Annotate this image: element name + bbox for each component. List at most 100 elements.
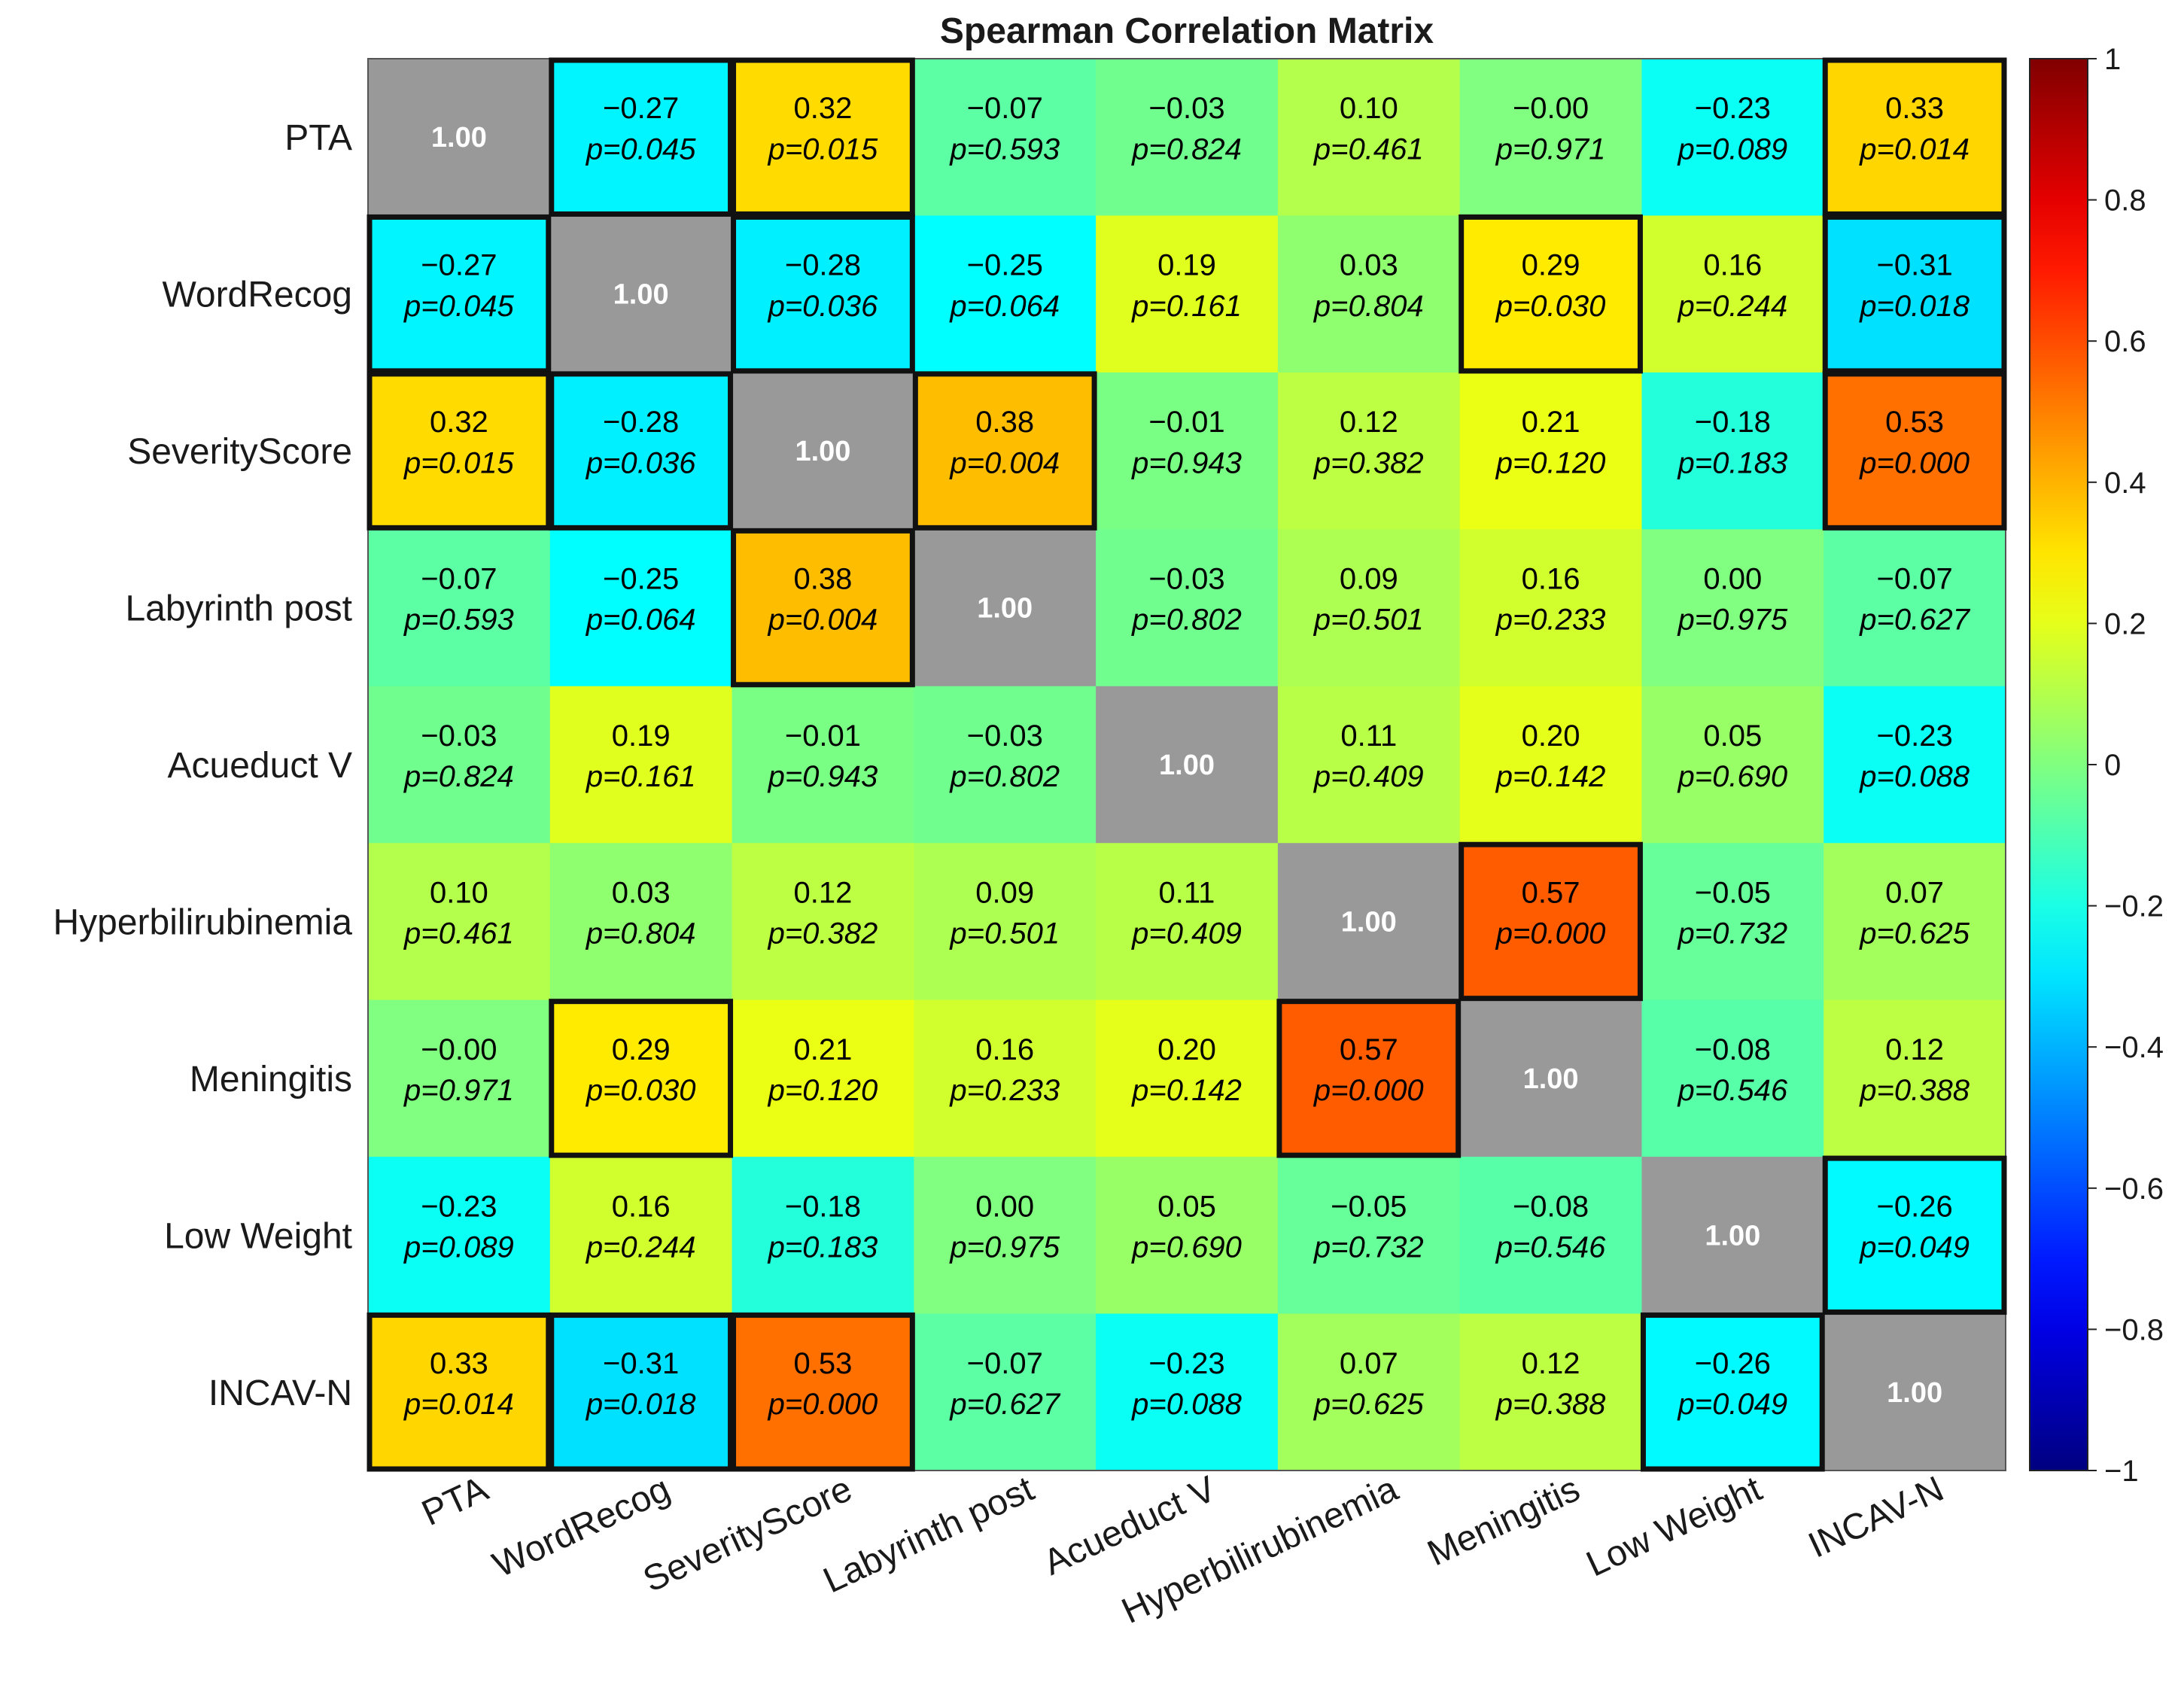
correlation-value-label: 0.33 — [1885, 92, 1944, 125]
colorbar-tick-label: −0.6 — [2104, 1172, 2164, 1206]
significant-cell-outline — [1640, 1312, 1825, 1472]
p-value-label: p=0.004 — [768, 604, 878, 637]
heatmap-cell — [1824, 686, 2006, 844]
p-value-label: p=0.018 — [586, 1388, 696, 1421]
p-value-label: p=0.501 — [949, 917, 1060, 950]
p-value-label: p=0.018 — [1859, 290, 1970, 323]
diagonal-value-label: 1.00 — [1523, 1063, 1579, 1095]
heatmap-cell — [549, 1157, 733, 1315]
p-value-label: p=0.000 — [1859, 446, 1970, 479]
significant-cell-outline — [549, 57, 734, 217]
correlation-value-label: −0.27 — [603, 92, 679, 125]
correlation-value-label: 0.32 — [430, 406, 488, 439]
correlation-value-label: 0.33 — [430, 1347, 488, 1380]
correlation-value-label: 0.29 — [1522, 249, 1580, 282]
heatmap-cell — [1459, 1157, 1643, 1315]
diagonal-value-label: 1.00 — [795, 436, 850, 467]
p-value-label: p=0.382 — [1313, 446, 1424, 479]
heatmap-cell — [1277, 686, 1461, 844]
colorbar-ticks: 1 0.8 0.6 0.4 0.2 0 −0.2 −0.4 −0.6 −0.8 −1 — [2088, 43, 2164, 1488]
correlation-value-label: 0.16 — [1522, 563, 1580, 596]
p-value-label: p=0.943 — [768, 760, 878, 793]
p-value-label: p=0.971 — [1495, 132, 1606, 166]
correlation-value-label: 0.20 — [1522, 719, 1580, 753]
colorbar-tick-label: −0.2 — [2104, 890, 2164, 923]
colorbar-tick-label: −0.4 — [2104, 1031, 2164, 1064]
p-value-label: p=0.244 — [1677, 290, 1787, 323]
p-value-label: p=0.161 — [586, 760, 696, 793]
p-value-label: p=0.000 — [768, 1388, 878, 1421]
correlation-value-label: −0.07 — [967, 1347, 1043, 1380]
correlation-value-label: 0.07 — [1340, 1347, 1398, 1380]
heatmap-cell — [368, 372, 551, 530]
correlation-value-label: 0.05 — [1703, 719, 1762, 753]
p-value-label: p=0.004 — [949, 446, 1060, 479]
diagonal-cell — [368, 59, 551, 217]
correlation-value-label: 0.29 — [612, 1033, 671, 1066]
heatmap-cell — [1641, 215, 1824, 373]
correlation-value-label: 0.57 — [1340, 1033, 1398, 1066]
heatmap-cell — [1277, 1313, 1461, 1471]
p-value-label: p=0.030 — [586, 1074, 696, 1107]
heatmap-cell — [368, 1313, 551, 1471]
heatmap-cell — [1459, 372, 1643, 530]
p-value-label: p=0.161 — [1131, 290, 1242, 323]
correlation-value-label: −0.01 — [1148, 406, 1224, 439]
correlation-value-label: 0.38 — [975, 406, 1034, 439]
heatmap-cell — [1641, 59, 1824, 217]
heatmap-cell — [549, 529, 733, 687]
p-value-label: p=0.036 — [768, 290, 878, 323]
heatmap-cell — [1459, 215, 1643, 373]
heatmap-cell — [1824, 59, 2006, 217]
p-value-label: p=0.388 — [1495, 1388, 1606, 1421]
correlation-value-label: −0.00 — [421, 1033, 497, 1066]
correlation-value-label: −0.28 — [785, 249, 861, 282]
p-value-label: p=0.824 — [1131, 132, 1242, 166]
correlation-value-label: −0.26 — [1695, 1347, 1771, 1380]
correlation-value-label: −0.07 — [421, 563, 497, 596]
p-value-label: p=0.546 — [1495, 1231, 1606, 1264]
diagonal-value-label: 1.00 — [977, 593, 1033, 625]
significant-cell-outline — [912, 371, 1097, 531]
p-value-label: p=0.088 — [1131, 1388, 1242, 1421]
diagonal-value-label: 1.00 — [1705, 1220, 1760, 1252]
correlation-value-label: 0.19 — [612, 719, 671, 753]
heatmap-cell — [368, 686, 551, 844]
correlation-value-label: −0.18 — [785, 1190, 861, 1223]
correlation-value-label: −0.23 — [1148, 1347, 1224, 1380]
heatmap-cell — [1641, 372, 1824, 530]
p-value-label: p=0.120 — [1495, 446, 1606, 479]
significant-cell-outline — [1822, 214, 2007, 374]
diagonal-cell — [1277, 843, 1461, 1001]
heatmap-cell — [549, 372, 733, 530]
heatmap-cell — [1824, 1157, 2006, 1315]
diagonal-cell — [732, 372, 914, 530]
heatmap-cell — [732, 59, 914, 217]
diagonal-value-label: 1.00 — [613, 279, 669, 311]
heatmap-cell — [549, 59, 733, 217]
p-value-label: p=0.461 — [403, 917, 514, 950]
colorbar-tick-label: −0.8 — [2104, 1313, 2164, 1346]
correlation-value-label: −0.01 — [785, 719, 861, 753]
heatmap-cell — [732, 843, 914, 1001]
heatmap-cell — [1096, 529, 1279, 687]
significant-cell-outline — [1459, 214, 1643, 374]
diagonal-cell — [914, 529, 1097, 687]
correlation-value-label: −0.05 — [1695, 876, 1771, 909]
p-value-label: p=0.045 — [586, 132, 696, 166]
p-value-label: p=0.975 — [949, 1231, 1060, 1264]
y-tick-label: PTA — [284, 118, 352, 158]
heatmap-cell — [732, 1157, 914, 1315]
heatmap-cell — [1096, 999, 1279, 1157]
diagonal-cell — [1096, 686, 1279, 844]
p-value-label: p=0.804 — [1313, 290, 1424, 323]
correlation-value-label: −0.03 — [1148, 563, 1224, 596]
significant-cell-outline — [549, 999, 734, 1158]
y-axis-labels: PTA WordRecog SeverityScore Labyrinth post A… — [53, 118, 353, 1413]
correlation-value-label: 0.20 — [1157, 1033, 1216, 1066]
significant-cell-outline — [1459, 841, 1643, 1002]
correlation-value-label: 0.10 — [1340, 92, 1398, 125]
heatmap-cell — [1641, 529, 1824, 687]
correlation-value-label: 0.03 — [612, 876, 671, 909]
heatmap-cell — [914, 686, 1097, 844]
